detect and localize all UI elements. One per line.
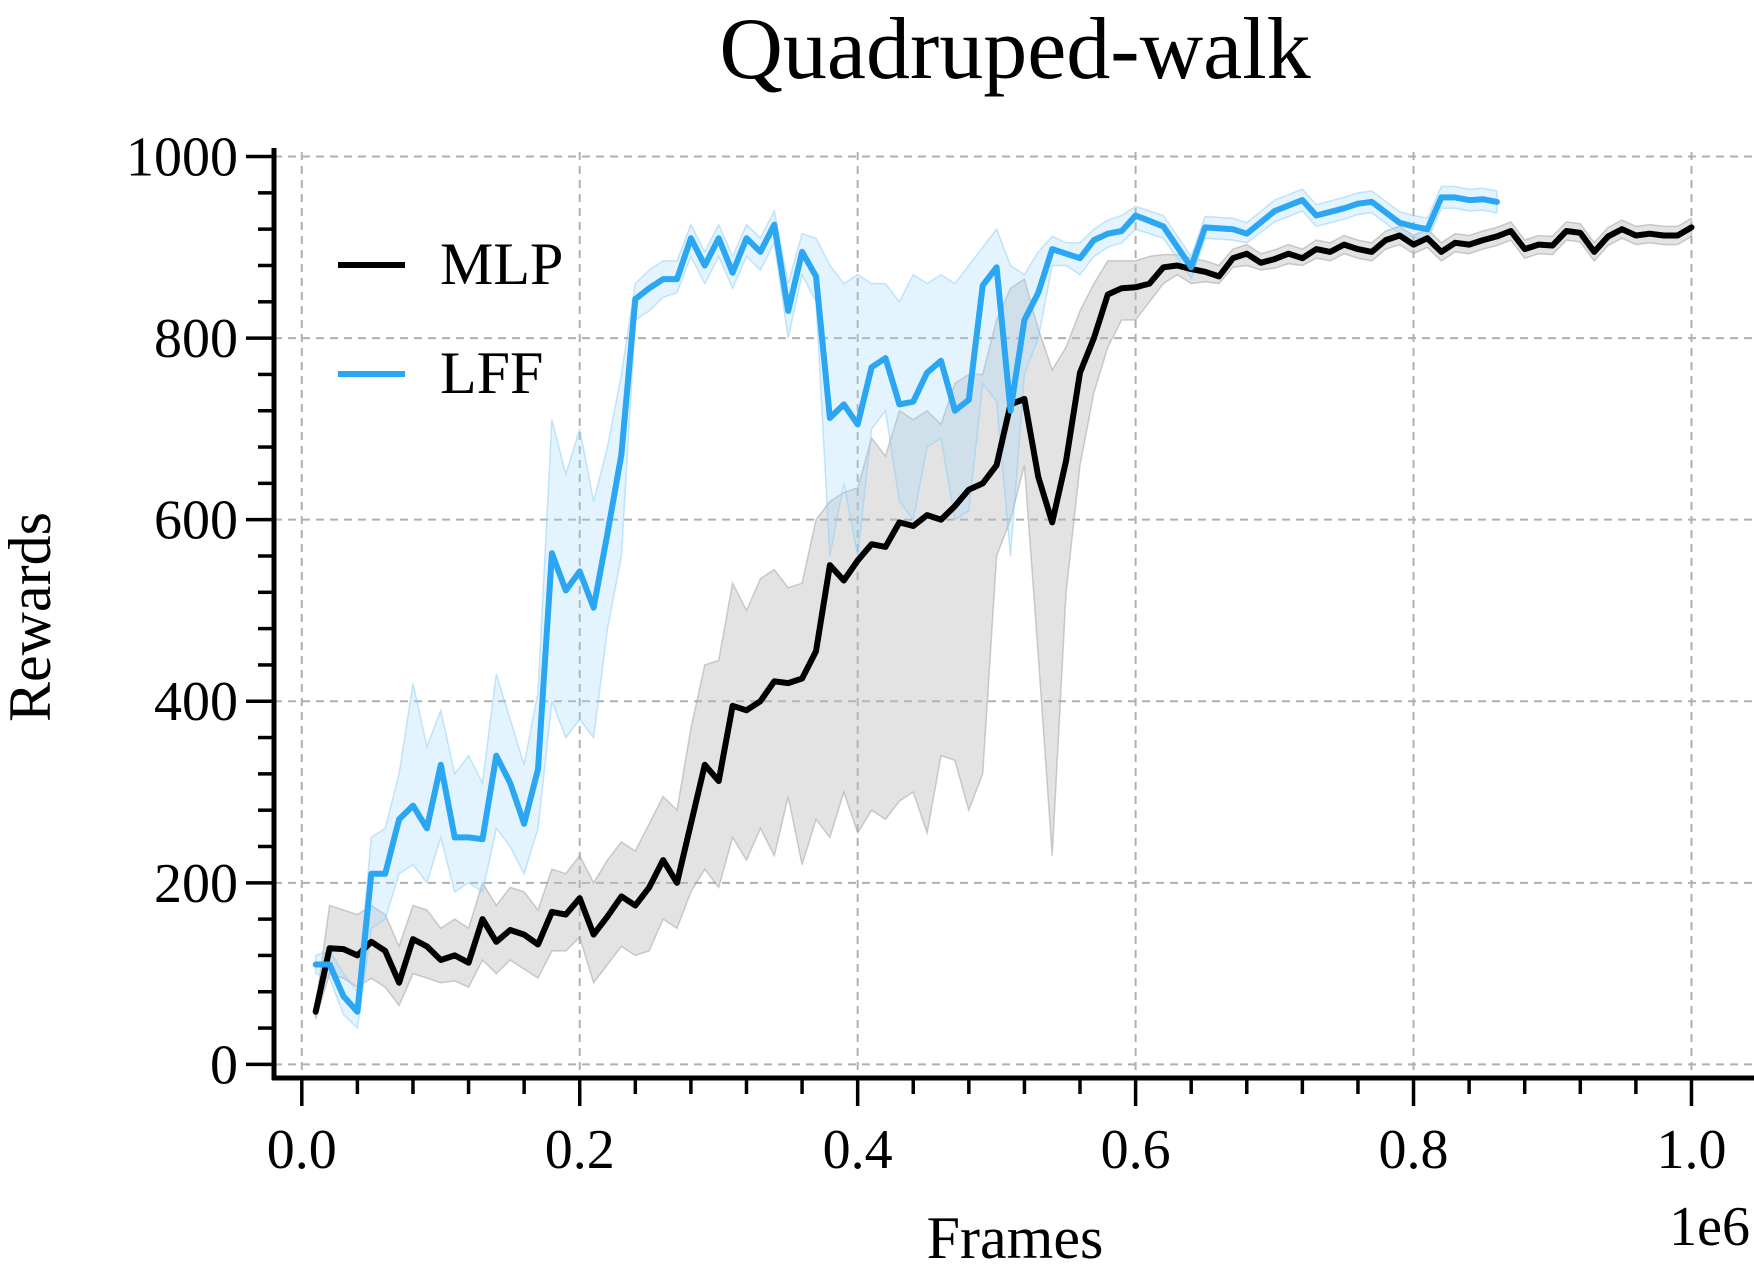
- band-mlp: [314, 216, 1693, 1020]
- x-tick-label-5: 1.0: [1656, 1119, 1726, 1181]
- x-tick-label-2: 0.4: [823, 1119, 893, 1181]
- x-tick-label-0: 0.0: [267, 1119, 337, 1181]
- y-tick-label-3: 600: [154, 490, 238, 552]
- grid: [274, 152, 1754, 1078]
- x-offset-label: 1e6: [1669, 1196, 1750, 1258]
- y-tick-label-2: 400: [154, 671, 238, 733]
- confidence-bands: [314, 185, 1693, 1030]
- chart-title: Quadruped-walk: [719, 1, 1310, 98]
- x-tick-label-4: 0.8: [1379, 1119, 1449, 1181]
- ticks: 0.0 0.2 0.4 0.6 0.8 1.0 0 200 400 600 800 1000: [126, 127, 1726, 1181]
- series-lines: [312, 194, 1695, 1015]
- y-tick-label-1: 200: [154, 853, 238, 915]
- legend-label-lff: LFF: [440, 340, 543, 406]
- y-axis-label: Rewards: [0, 512, 63, 722]
- y-tick-label-4: 800: [154, 308, 238, 370]
- y-tick-label-0: 0: [210, 1034, 238, 1096]
- series-line-lff: [312, 194, 1500, 1015]
- x-tick-label-3: 0.6: [1101, 1119, 1171, 1181]
- series-line-mlp: [312, 224, 1695, 1015]
- band-lff: [314, 185, 1498, 1030]
- y-tick-label-5: 1000: [126, 127, 238, 189]
- legend: MLP LFF: [338, 231, 563, 406]
- legend-label-mlp: MLP: [440, 231, 563, 297]
- x-axis-label: Frames: [927, 1205, 1104, 1271]
- x-tick-label-1: 0.2: [545, 1119, 615, 1181]
